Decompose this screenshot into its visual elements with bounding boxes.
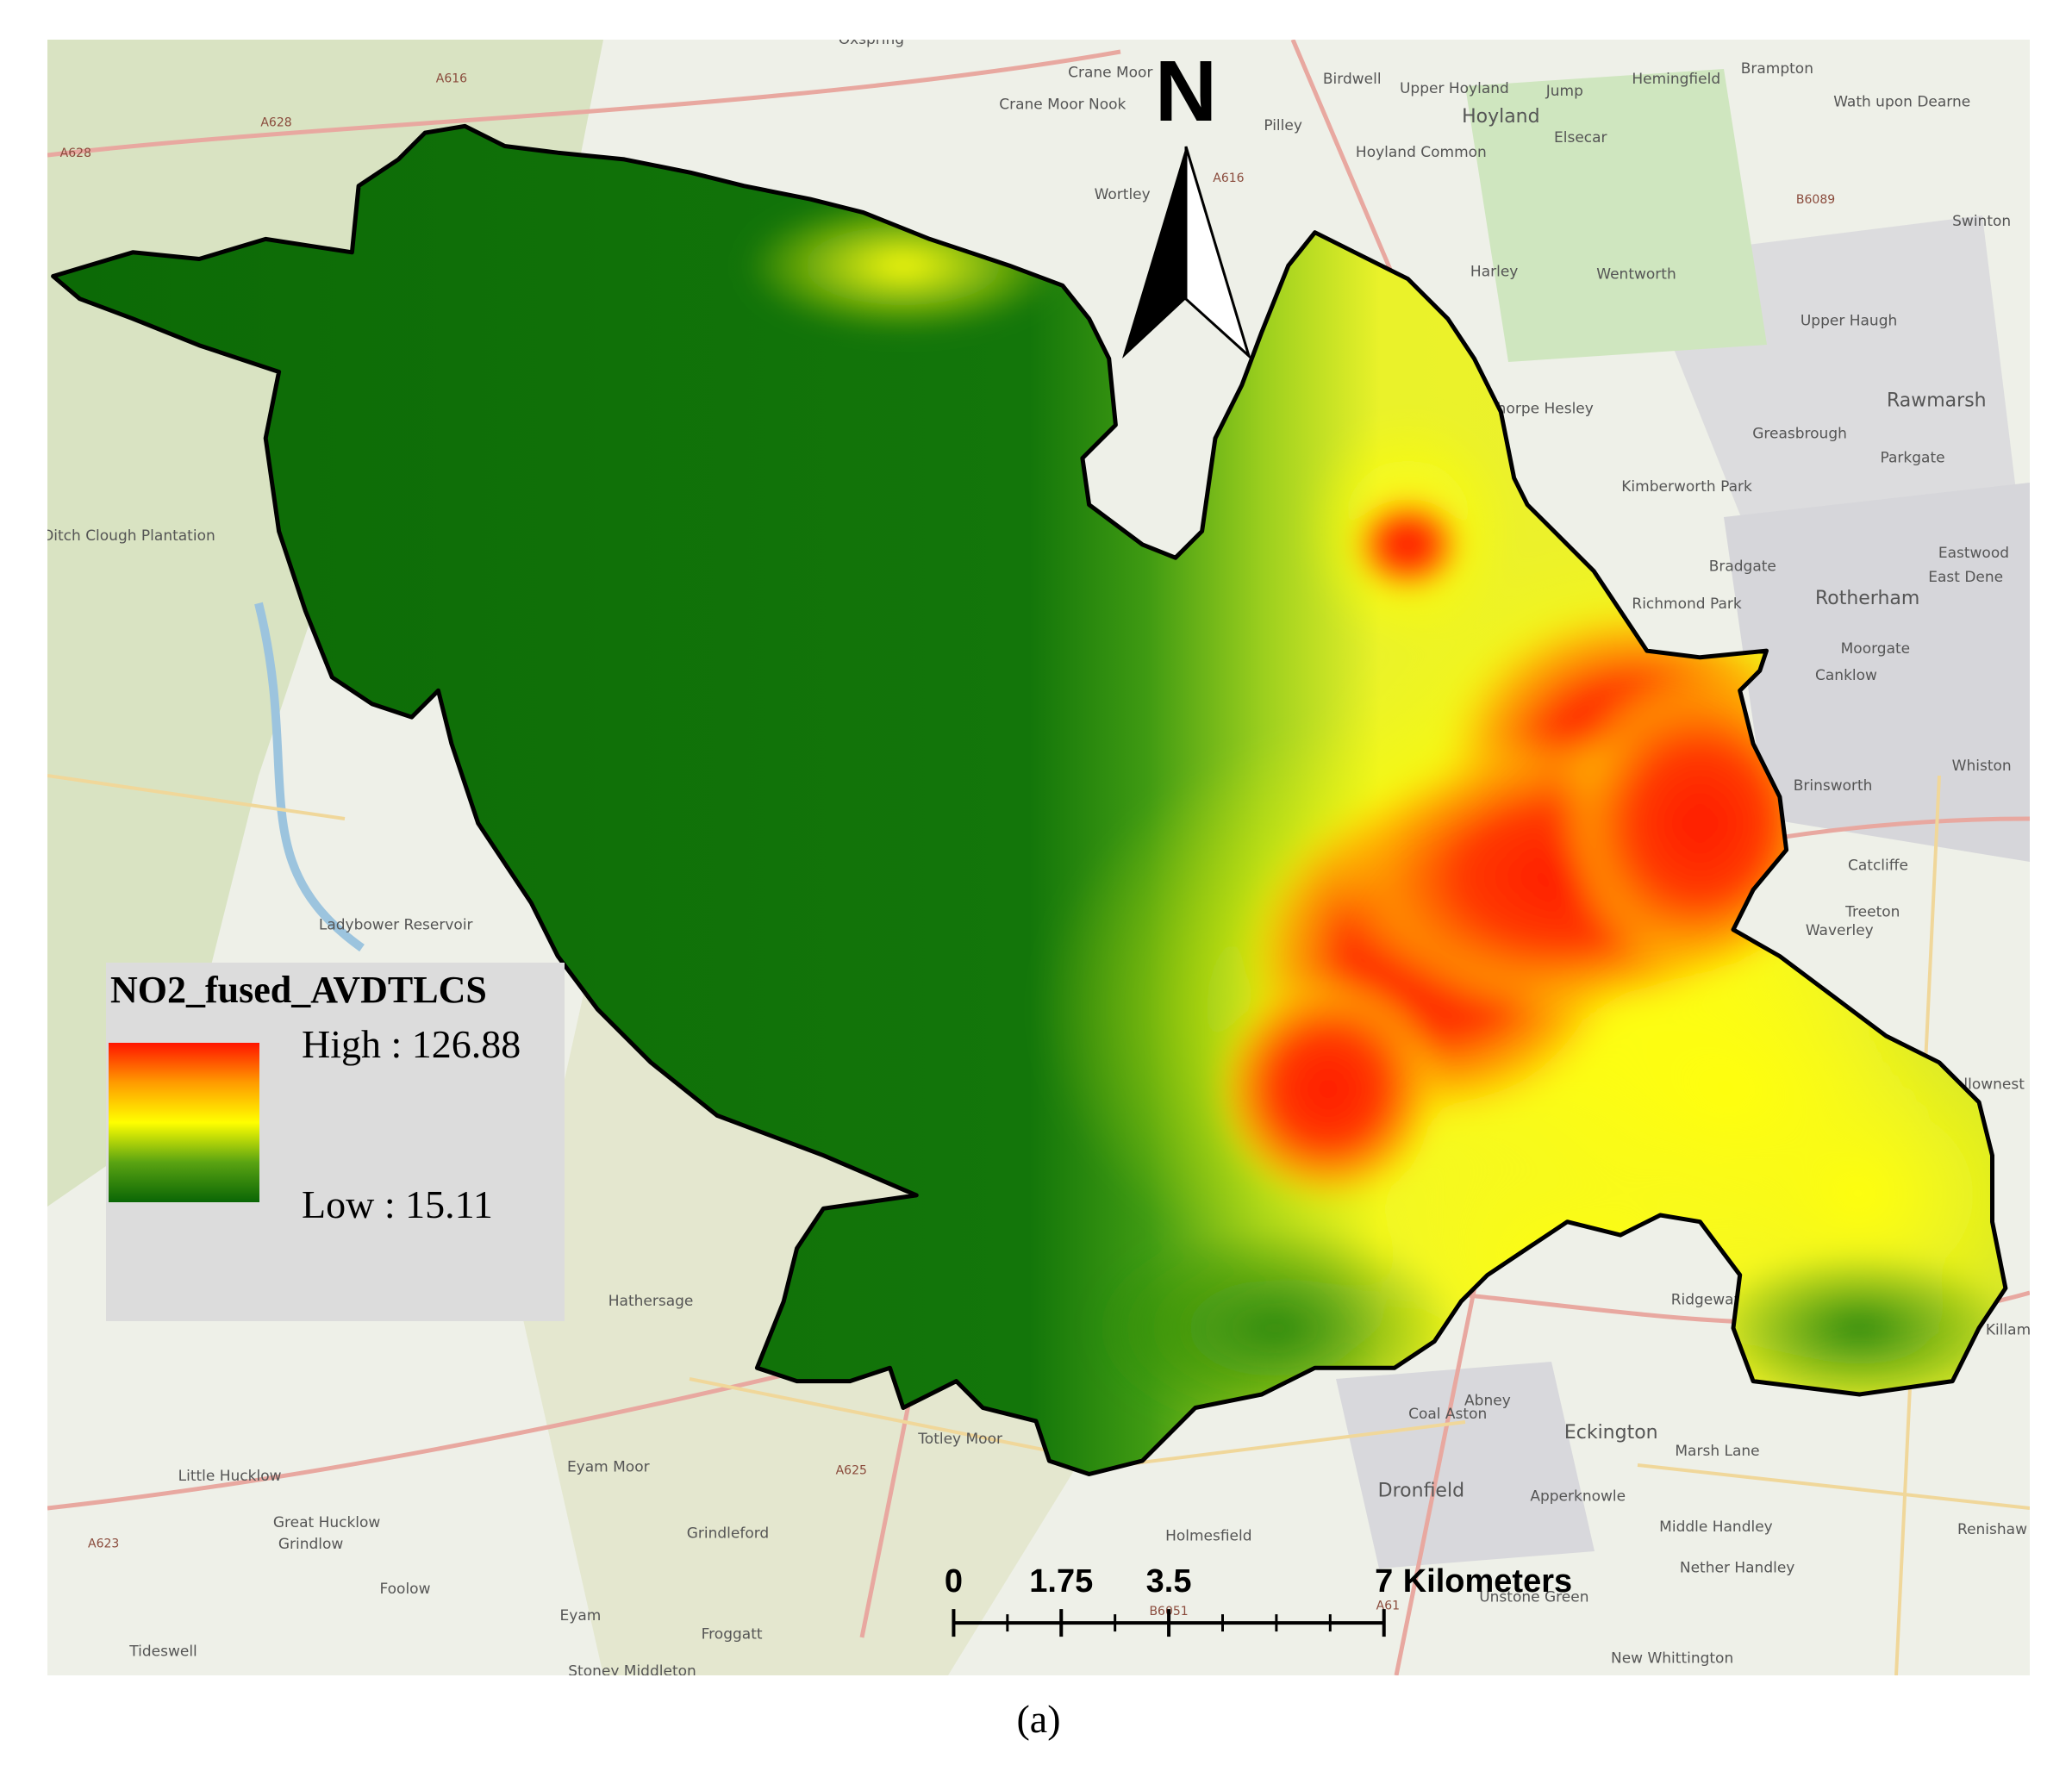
place-label: Bradgate	[1709, 558, 1776, 576]
road-label: A628	[260, 115, 291, 129]
place-label: Unstone Green	[1479, 1588, 1588, 1606]
place-label: Nether Handley	[1680, 1560, 1794, 1577]
legend-title: NO2_fused_AVDTLCS	[110, 969, 487, 1011]
north-label: N	[1155, 43, 1217, 140]
road-label: A623	[88, 1537, 119, 1550]
place-label: Wentworth	[1596, 266, 1676, 284]
place-label: Wath upon Dearne	[1833, 93, 1970, 110]
place-label: Catcliffe	[1848, 857, 1908, 874]
caption: (a)	[1016, 1697, 1060, 1741]
scale-bar: 0 1.75 3.5 7 Kilometers	[945, 1563, 1572, 1637]
legend-low: Low : 15.11	[302, 1182, 493, 1226]
scale-bar-label: 1.75	[1029, 1563, 1093, 1600]
place-label: Pilley	[1264, 117, 1302, 134]
place-label: Kimberworth Park	[1621, 478, 1752, 496]
place-label: Hoyland Common	[1356, 144, 1487, 161]
north-arrow-left	[1122, 147, 1186, 359]
place-label: Parkgate	[1881, 449, 1945, 466]
place-label: Great Hucklow	[273, 1514, 381, 1531]
place-label: Holmesfield	[1165, 1528, 1251, 1545]
place-label: Brampton	[1741, 60, 1813, 78]
woodland	[1465, 69, 1767, 362]
place-label: Upper Haugh	[1801, 313, 1897, 330]
heat-blob	[1700, 1248, 2006, 1408]
scale-bar-label: 7	[1375, 1563, 1393, 1600]
legend: NO2_fused_AVDTLCS High : 126.88 Low : 15…	[106, 963, 565, 1321]
place-label: Grindleford	[687, 1525, 770, 1542]
road-label: A628	[60, 147, 91, 160]
road-label: B6089	[1796, 193, 1835, 207]
heat-blob	[1348, 491, 1468, 598]
scale-bar-label: 3.5	[1146, 1563, 1192, 1600]
place-label: Elsecar	[1554, 129, 1607, 147]
place-label: Middle Handley	[1659, 1519, 1773, 1536]
place-label: Jump	[1545, 83, 1583, 100]
place-label: Rotherham	[1815, 588, 1919, 609]
place-label: Greasbrough	[1752, 426, 1847, 443]
place-label: Totley Moor	[917, 1431, 1002, 1448]
scale-bar-unit: Kilometers	[1403, 1563, 1572, 1600]
road-label: A625	[836, 1464, 867, 1478]
urban-area	[1336, 1362, 1595, 1569]
place-label: East Dene	[1928, 569, 2003, 586]
road-label: A61	[1376, 1600, 1400, 1613]
place-label: Brinsworth	[1794, 777, 1873, 795]
place-label: Hathersage	[608, 1293, 694, 1310]
place-label: Eyam	[560, 1607, 602, 1625]
place-label: Abney	[1464, 1392, 1511, 1409]
place-label: Little Hucklow	[178, 1468, 282, 1485]
place-label: Tideswell	[128, 1643, 197, 1661]
scale-bar-label: 0	[945, 1563, 963, 1600]
place-label: Ridgeway	[1671, 1291, 1743, 1308]
place-label: Rawmarsh	[1887, 390, 1987, 412]
place-label: Marsh Lane	[1675, 1443, 1759, 1460]
north-arrow-right	[1184, 146, 1251, 360]
place-label: Crane Moor Nook	[999, 96, 1126, 113]
place-label: Crane Moor	[1068, 64, 1152, 81]
place-label: Hoyland	[1462, 106, 1540, 128]
place-label: Ladybower Reservoir	[319, 917, 473, 934]
urban-area	[1724, 483, 2030, 862]
place-label: Stoney Middleton	[568, 1663, 696, 1681]
legend-ramp	[109, 1043, 259, 1202]
place-label: Thorpe Hesley	[1487, 400, 1594, 417]
place-label: Whiston	[1952, 758, 2012, 775]
place-label: Treeton	[1844, 903, 1900, 920]
place-label: Wortley	[1095, 186, 1151, 203]
road-label: A616	[1213, 172, 1244, 185]
place-label: Swinton	[1952, 213, 2011, 230]
place-label: Grindlow	[278, 1536, 344, 1553]
study-area-boundary	[51, 123, 2008, 1476]
place-label: Oxspring	[839, 31, 904, 48]
north-arrow: N	[1122, 43, 1251, 360]
legend-high: High : 126.88	[302, 1022, 521, 1066]
heat-blob	[1208, 969, 1448, 1209]
place-label: Waverley	[1806, 922, 1874, 939]
place-label: Eastwood	[1938, 545, 2009, 562]
place-label: Birdwell	[1323, 71, 1382, 88]
place-label: Killam	[1986, 1322, 2031, 1339]
place-label: Eyam Moor	[567, 1458, 650, 1475]
place-label: Eckington	[1564, 1422, 1658, 1444]
place-label: Coal Aston	[1408, 1406, 1487, 1423]
place-label: Upper Hoyland	[1400, 80, 1509, 97]
place-label: Froggatt	[702, 1626, 763, 1643]
place-label: Richmond Park	[1632, 596, 1741, 613]
place-label: Harley	[1470, 264, 1518, 281]
place-label: Canklow	[1815, 667, 1877, 684]
place-label: New Whittington	[1611, 1650, 1733, 1667]
place-label: Dronfield	[1378, 1481, 1464, 1502]
place-label: Foolow	[379, 1581, 430, 1598]
place-label: Ditch Clough Plantation	[42, 527, 215, 545]
place-label: Hemingfield	[1632, 71, 1720, 88]
place-label: Apperknowle	[1530, 1487, 1626, 1505]
place-label: Moorgate	[1841, 640, 1911, 658]
place-label: Renishaw	[1957, 1521, 2027, 1538]
road-label: A616	[436, 72, 467, 86]
